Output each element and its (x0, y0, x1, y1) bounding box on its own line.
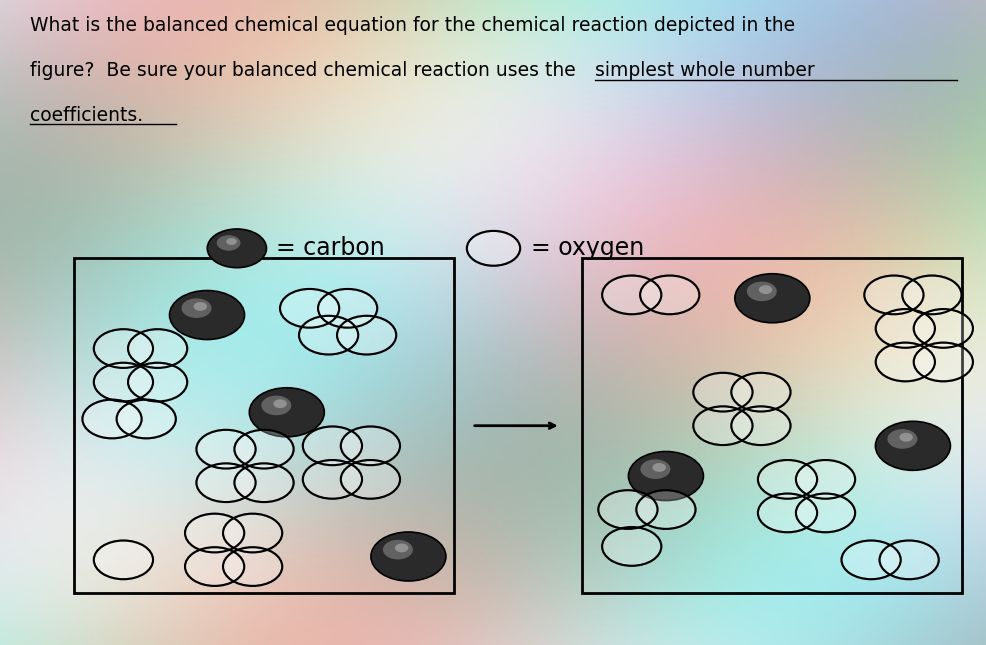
Text: figure?  Be sure your balanced chemical reaction uses the: figure? Be sure your balanced chemical r… (30, 61, 581, 80)
Circle shape (184, 513, 244, 552)
Bar (74, 258, 454, 593)
Circle shape (340, 426, 399, 465)
Circle shape (235, 430, 294, 468)
Text: simplest whole number: simplest whole number (595, 61, 814, 80)
Circle shape (299, 316, 358, 355)
Circle shape (758, 285, 771, 294)
Circle shape (207, 229, 266, 268)
Circle shape (317, 289, 377, 328)
Circle shape (394, 544, 408, 552)
Circle shape (636, 490, 695, 529)
Circle shape (692, 373, 751, 412)
Circle shape (875, 421, 950, 470)
Circle shape (879, 541, 938, 579)
Circle shape (235, 463, 294, 502)
Circle shape (652, 463, 666, 472)
Text: What is the balanced chemical equation for the chemical reaction depicted in the: What is the balanced chemical equation f… (30, 16, 794, 35)
Circle shape (913, 342, 972, 381)
Circle shape (94, 541, 153, 579)
Circle shape (184, 547, 244, 586)
Circle shape (757, 460, 816, 499)
Circle shape (875, 342, 934, 381)
Circle shape (628, 451, 703, 501)
Circle shape (226, 238, 237, 245)
Circle shape (170, 290, 245, 339)
Circle shape (249, 388, 324, 437)
Circle shape (640, 275, 699, 314)
Circle shape (223, 513, 282, 552)
Circle shape (601, 527, 661, 566)
Circle shape (273, 399, 287, 408)
Circle shape (303, 460, 362, 499)
Circle shape (886, 429, 917, 449)
Circle shape (795, 460, 854, 499)
Circle shape (336, 316, 395, 355)
Text: coefficients.: coefficients. (30, 106, 143, 125)
Circle shape (601, 275, 661, 314)
Circle shape (864, 275, 923, 314)
Circle shape (731, 373, 790, 412)
Circle shape (223, 547, 282, 586)
Circle shape (898, 433, 912, 442)
Circle shape (193, 302, 207, 311)
Circle shape (94, 362, 153, 401)
Circle shape (757, 493, 816, 532)
Circle shape (196, 463, 255, 502)
Circle shape (731, 406, 790, 445)
Circle shape (196, 430, 255, 468)
Circle shape (371, 532, 446, 581)
Circle shape (692, 406, 751, 445)
Circle shape (875, 309, 934, 348)
Circle shape (746, 282, 776, 301)
Circle shape (598, 490, 657, 529)
Circle shape (181, 299, 211, 318)
Bar (582, 258, 961, 593)
Circle shape (841, 541, 900, 579)
Circle shape (217, 235, 241, 251)
Circle shape (340, 460, 399, 499)
Text: = carbon: = carbon (276, 236, 385, 261)
Circle shape (734, 273, 809, 322)
Circle shape (383, 540, 412, 559)
Circle shape (913, 309, 972, 348)
Circle shape (261, 395, 291, 415)
Circle shape (94, 329, 153, 368)
Circle shape (466, 231, 520, 266)
Circle shape (901, 275, 960, 314)
Text: = oxygen: = oxygen (530, 236, 644, 261)
Circle shape (303, 426, 362, 465)
Circle shape (640, 459, 669, 479)
Circle shape (116, 400, 176, 439)
Circle shape (280, 289, 339, 328)
Circle shape (795, 493, 854, 532)
Circle shape (128, 329, 187, 368)
Circle shape (128, 362, 187, 401)
Circle shape (82, 400, 142, 439)
